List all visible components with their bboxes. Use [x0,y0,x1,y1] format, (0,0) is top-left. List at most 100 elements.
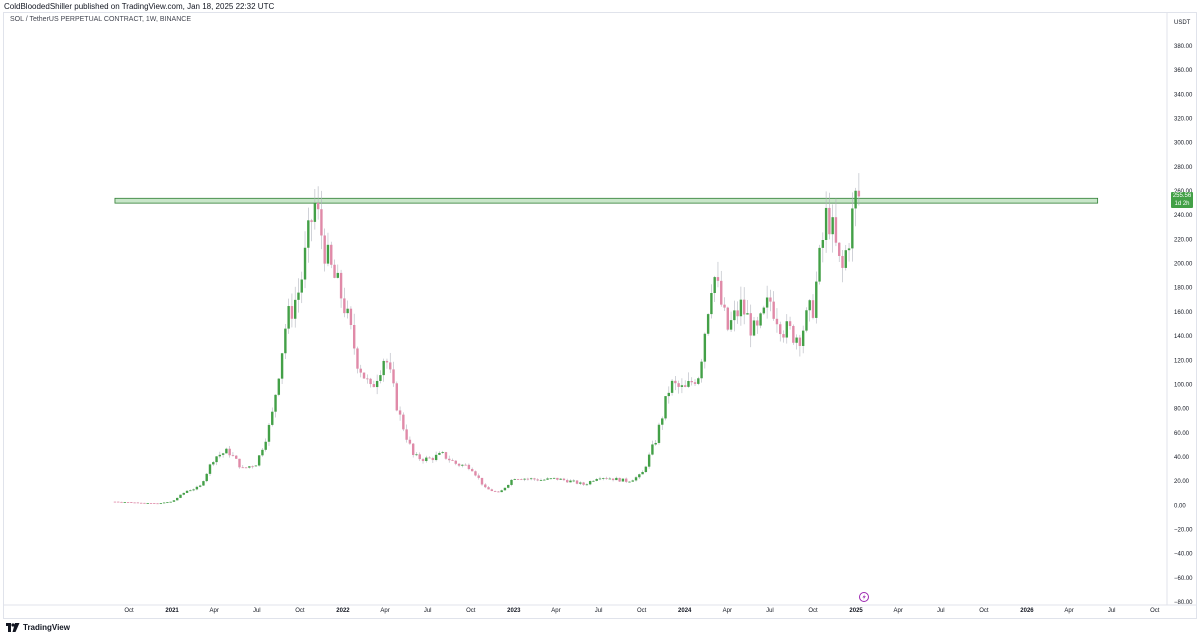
candle [287,298,290,334]
candle [644,465,648,474]
candle [588,480,592,486]
candle [307,207,310,263]
candle [818,244,821,285]
time-axis-tick-16: Oct [808,608,818,614]
time-axis-tick-11: Jul [595,608,603,614]
candle [333,259,336,279]
candle [765,285,769,319]
candle [221,452,225,458]
tradingview-logo-icon [6,623,20,632]
candle [795,334,798,350]
candle [661,416,664,430]
candle [575,480,579,485]
candle [316,186,320,220]
candle [352,313,356,355]
candle [602,477,605,481]
candle [638,473,641,479]
candle [752,317,756,337]
time-axis-tick-10: Apr [551,608,560,614]
candle [674,375,677,391]
candle [736,301,739,324]
candle [779,321,782,342]
candle [782,330,785,343]
candle [631,479,634,482]
candle [428,456,431,459]
candle [651,440,654,456]
price-axis-tick-17: 40.00 [1174,455,1190,461]
time-axis-tick-19: Jul [937,608,945,614]
candle [749,304,752,348]
candle [169,501,172,503]
price-axis-tick-10: 180.00 [1174,286,1193,292]
price-axis-tick-19: 0.00 [1174,503,1186,509]
candle [366,374,369,384]
candle [172,500,176,502]
candle [418,452,421,461]
candle [202,480,205,487]
time-axis-tick-1: 2021 [165,608,179,614]
candle [159,503,163,505]
candle [336,264,340,279]
candle [716,261,720,288]
candle [136,502,140,504]
time-axis-tick-23: Jul [1108,608,1116,614]
candle [438,451,441,456]
bar-countdown: 1d 2h [1174,201,1190,207]
candle [389,352,392,374]
candle [552,477,556,480]
price-axis-tick-3: 320.00 [1174,117,1193,123]
candle [330,241,333,269]
time-axis-tick-6: Apr [380,608,389,614]
candle [484,483,487,489]
price-axis-tick-20: −20.00 [1174,527,1193,533]
price-axis-tick-4: 300.00 [1174,141,1193,147]
candle [497,490,500,493]
candle [444,451,448,460]
candle [113,501,117,503]
candle [448,455,451,463]
candle [520,478,523,481]
candle [218,451,222,459]
candle [598,476,602,481]
time-axis-tick-7: Jul [424,608,432,614]
candle [739,286,743,326]
footer[interactable]: TradingView [6,622,70,633]
candle [667,386,671,404]
candle [529,477,533,481]
candle [264,438,267,452]
time-axis-tick-22: Apr [1064,608,1073,614]
candle [700,358,703,383]
candle [241,465,244,469]
price-axis-tick-7: 240.00 [1174,213,1193,219]
candle [290,293,294,328]
candle [375,374,379,395]
candle [251,465,254,469]
candle [680,378,684,394]
candle [310,218,313,242]
candle [133,502,136,504]
candle [670,379,674,396]
candle [697,376,700,386]
candle [343,287,346,318]
publisher-header: ColdBloodedShiller published on TradingV… [4,2,275,11]
candle [775,308,779,333]
candle [634,475,638,482]
candle [824,191,828,253]
candle [726,306,729,332]
candle [205,472,208,483]
candle [838,242,841,262]
candle [208,463,212,476]
candle [549,478,553,480]
candle [126,502,130,503]
candle [690,377,693,386]
candle [723,297,726,312]
candle [434,451,438,462]
candle [647,452,651,469]
candle [792,324,795,345]
candle [398,406,402,421]
candle [349,306,353,330]
time-axis-tick-13: 2024 [678,608,692,614]
candle [720,270,723,307]
candle [805,307,808,333]
